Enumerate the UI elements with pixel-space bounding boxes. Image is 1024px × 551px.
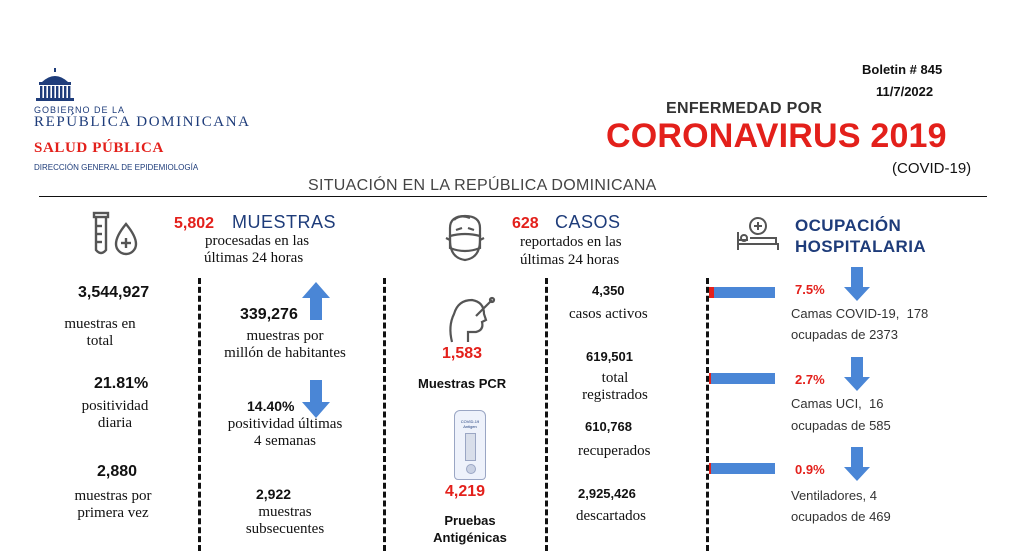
muestras-total-value: 3,544,927 bbox=[78, 284, 150, 301]
org-line3: SALUD PÚBLICA bbox=[34, 140, 164, 156]
title-big: CORONAVIRUS 2019 bbox=[606, 117, 947, 155]
positividad-4s-label1: positividad últimas bbox=[227, 416, 343, 432]
org-line2: REPÚBLICA DOMINICANA bbox=[34, 114, 251, 130]
arrow-down-icon bbox=[844, 357, 870, 391]
occupancy-label1-2: Ventiladores, 4 bbox=[791, 488, 878, 503]
org-line4: DIRECCIÓN GENERAL DE EPIDEMIOLOGÍA bbox=[34, 163, 199, 172]
positividad-diaria-label1: positividad bbox=[81, 398, 149, 414]
occupancy-bar-fill-0 bbox=[709, 287, 714, 298]
muestras-desc1: procesadas en las bbox=[205, 233, 310, 249]
subsecuentes-label2: subsecuentes bbox=[245, 521, 325, 537]
masked-face-icon bbox=[445, 214, 485, 262]
por-millon-label1: muestras por bbox=[246, 328, 324, 344]
recuperados-label: recuperados bbox=[578, 443, 651, 459]
primera-vez-label2: primera vez bbox=[77, 505, 149, 521]
kit-label2: Antigen bbox=[463, 424, 477, 429]
positividad-4s-label2: 4 semanas bbox=[253, 433, 317, 449]
divider-4 bbox=[706, 278, 709, 551]
occupancy-pct-2: 0.9% bbox=[795, 462, 825, 477]
por-millon-value: 339,276 bbox=[240, 306, 298, 323]
occupancy-label2-2: ocupados de 469 bbox=[791, 509, 891, 524]
header-rule bbox=[39, 196, 987, 197]
arrow-down-icon bbox=[302, 380, 330, 418]
antigen-kit-icon: COVID-19 Antigen bbox=[454, 410, 486, 480]
descartados-label: descartados bbox=[576, 508, 646, 524]
bulletin-number: Boletin # 845 bbox=[862, 62, 943, 77]
total-registrados-value: 619,501 bbox=[586, 349, 633, 364]
descartados-value: 2,925,426 bbox=[578, 486, 636, 501]
pcr-label: Muestras PCR bbox=[418, 376, 507, 391]
positividad-diaria-value: 21.81% bbox=[94, 375, 149, 392]
arrow-down-icon bbox=[844, 447, 870, 481]
occupancy-label2-1: ocupadas de 585 bbox=[791, 418, 891, 433]
title-small: ENFERMEDAD POR bbox=[666, 100, 823, 117]
arrow-down-icon bbox=[844, 267, 870, 301]
nasal-swab-icon bbox=[449, 296, 496, 343]
page-subtitle: SITUACIÓN EN LA REPÚBLICA DOMINICANA bbox=[308, 177, 657, 194]
divider-3 bbox=[545, 278, 548, 551]
logo: GOBIERNO DE LA REPÚBLICA DOMINICANA SALU… bbox=[34, 66, 294, 176]
antigen-value: 4,219 bbox=[445, 483, 486, 500]
muestras-total-label1: muestras en bbox=[64, 316, 136, 332]
muestras-title: MUESTRAS bbox=[232, 212, 337, 232]
divider-2 bbox=[383, 278, 386, 551]
occupancy-bar-fill-2 bbox=[709, 463, 711, 474]
ocupacion-title2: HOSPITALARIA bbox=[795, 237, 927, 256]
muestras-desc2: últimas 24 horas bbox=[204, 250, 304, 266]
positividad-diaria-label2: diaria bbox=[97, 415, 133, 431]
total-registrados-label1: total bbox=[601, 370, 629, 386]
subsecuentes-value: 2,922 bbox=[256, 486, 292, 502]
subsecuentes-label1: muestras bbox=[258, 504, 312, 520]
occupancy-bar-2 bbox=[709, 463, 775, 474]
activos-value: 4,350 bbox=[592, 283, 625, 298]
hospital-bed-icon bbox=[737, 217, 779, 250]
primera-vez-label1: muestras por bbox=[74, 488, 152, 504]
antigen-label1: Pruebas bbox=[444, 513, 496, 528]
muestras-count: 5,802 bbox=[174, 215, 215, 232]
divider-1 bbox=[198, 278, 201, 551]
occupancy-bar-0 bbox=[709, 287, 775, 298]
test-tube-icon bbox=[92, 211, 138, 256]
positividad-4s-value: 14.40% bbox=[247, 398, 295, 414]
occupancy-label1-1: Camas UCI, 16 bbox=[791, 396, 884, 411]
bulletin-date: 11/7/2022 bbox=[876, 84, 934, 99]
occupancy-bar-1 bbox=[709, 373, 775, 384]
total-registrados-label2: registrados bbox=[582, 387, 648, 403]
occupancy-label1-0: Camas COVID-19, 178 bbox=[791, 306, 929, 321]
org-line1: GOBIERNO DE LA bbox=[34, 105, 126, 115]
occupancy-pct-0: 7.5% bbox=[795, 282, 825, 297]
muestras-total-label2: total bbox=[86, 333, 114, 349]
government-building-icon bbox=[36, 68, 74, 101]
activos-label: casos activos bbox=[569, 306, 648, 322]
ocupacion-title1: OCUPACIÓN bbox=[795, 216, 902, 235]
arrow-up-icon bbox=[302, 282, 330, 320]
title-sub: (COVID-19) bbox=[892, 160, 972, 177]
occupancy-label2-0: ocupadas de 2373 bbox=[791, 327, 898, 342]
occupancy-bar-fill-1 bbox=[709, 373, 711, 384]
casos-desc2: últimas 24 horas bbox=[520, 252, 620, 268]
primera-vez-value: 2,880 bbox=[97, 463, 138, 480]
casos-count: 628 bbox=[512, 215, 539, 232]
casos-title: CASOS bbox=[555, 212, 621, 232]
antigen-label2: Antigénicas bbox=[433, 530, 507, 545]
casos-desc1: reportados en las bbox=[520, 234, 622, 250]
kit-label1: COVID-19 bbox=[460, 419, 480, 424]
recuperados-value: 610,768 bbox=[585, 419, 632, 434]
por-millon-label2: millón de habitantes bbox=[224, 345, 346, 361]
occupancy-pct-1: 2.7% bbox=[795, 372, 825, 387]
pcr-value: 1,583 bbox=[442, 345, 483, 362]
